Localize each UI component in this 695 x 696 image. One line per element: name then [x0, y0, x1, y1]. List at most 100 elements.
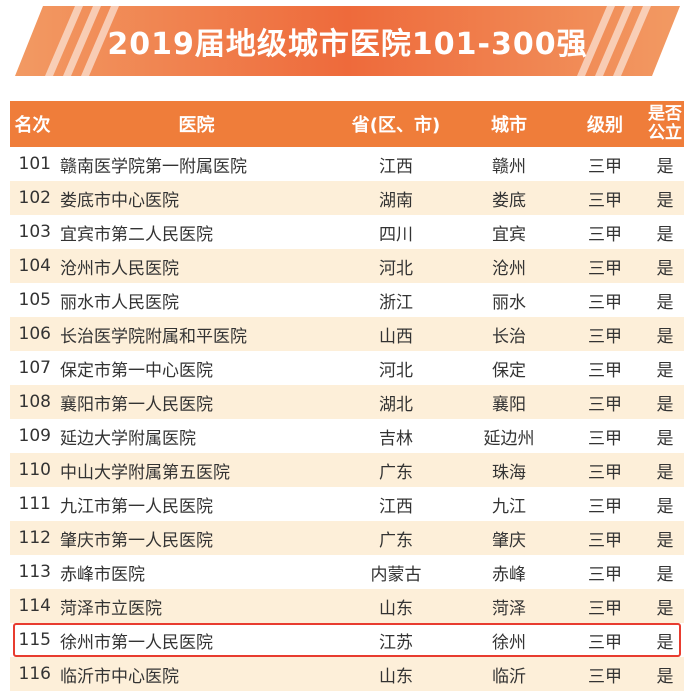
cell-city: 长治: [492, 326, 526, 347]
cell-hospital: 沧州市人民医院: [60, 258, 179, 279]
cell-province: 河北: [379, 258, 413, 279]
cell-province: 湖南: [379, 190, 413, 211]
cell-city: 肇庆: [492, 530, 526, 551]
cell-hospital: 赤峰市医院: [60, 564, 145, 585]
cell-city: 九江: [492, 496, 526, 517]
table-row: 108 襄阳市第一人民医院 湖北 襄阳 三甲 是: [10, 385, 684, 419]
cell-public: 是: [656, 190, 674, 211]
cell-city: 保定: [492, 360, 526, 381]
cell-hospital: 长治医学院附属和平医院: [60, 326, 247, 347]
cell-hospital: 丽水市人民医院: [60, 292, 179, 313]
cell-hospital: 娄底市中心医院: [60, 190, 179, 211]
cell-rank: 106: [18, 324, 51, 344]
table-row: 113 赤峰市医院 内蒙古 赤峰 三甲 是: [10, 555, 684, 589]
cell-province: 山西: [379, 326, 413, 347]
banner-background: [15, 6, 680, 76]
cell-rank: 102: [18, 188, 51, 208]
cell-public: 是: [656, 326, 674, 347]
cell-public: 是: [656, 360, 674, 381]
cell-rank: 107: [18, 358, 51, 378]
cell-rank: 113: [18, 562, 51, 582]
cell-province: 河北: [379, 360, 413, 381]
table-row: 106 长治医学院附属和平医院 山西 长治 三甲 是: [10, 317, 684, 351]
table-header: 名次 医院 省(区、市) 城市 级别 是否 公立: [10, 101, 684, 147]
cell-hospital: 临沂市中心医院: [60, 666, 179, 687]
cell-city: 沧州: [492, 258, 526, 279]
cell-city: 珠海: [492, 462, 526, 483]
cell-hospital: 襄阳市第一人民医院: [60, 394, 213, 415]
page-title: 2019届地级城市医院101-300强: [107, 27, 588, 62]
cell-city: 延边州: [483, 428, 535, 449]
cell-level: 三甲: [588, 360, 622, 381]
table-row: 103 宜宾市第二人民医院 四川 宜宾 三甲 是: [10, 215, 684, 249]
cell-province: 江西: [379, 156, 413, 177]
cell-city: 赣州: [492, 156, 526, 177]
cell-level: 三甲: [588, 326, 622, 347]
cell-rank: 103: [18, 222, 51, 242]
cell-city: 徐州: [492, 632, 526, 653]
cell-province: 山东: [379, 666, 413, 687]
cell-hospital: 赣南医学院第一附属医院: [60, 156, 247, 177]
table-row: 107 保定市第一中心医院 河北 保定 三甲 是: [10, 351, 684, 385]
cell-level: 三甲: [588, 190, 622, 211]
cell-public: 是: [656, 462, 674, 483]
header-rank: 名次: [14, 115, 51, 136]
cell-rank: 116: [18, 664, 51, 684]
cell-hospital: 延边大学附属医院: [60, 428, 196, 449]
table-row: 112 肇庆市第一人民医院 广东 肇庆 三甲 是: [10, 521, 684, 555]
header-public-line2: 公立: [648, 123, 682, 143]
cell-level: 三甲: [588, 224, 622, 245]
table-row: 111 九江市第一人民医院 江西 九江 三甲 是: [10, 487, 684, 521]
cell-province: 四川: [379, 224, 413, 245]
cell-province: 湖北: [379, 394, 413, 415]
title-banner: 2019届地级城市医院101-300强: [15, 6, 680, 76]
cell-city: 赤峰: [492, 564, 526, 585]
cell-level: 三甲: [588, 598, 622, 619]
cell-rank: 110: [18, 460, 51, 480]
cell-public: 是: [656, 224, 674, 245]
cell-public: 是: [656, 564, 674, 585]
cell-public: 是: [656, 292, 674, 313]
cell-rank: 114: [18, 596, 51, 616]
table-row: 109 延边大学附属医院 吉林 延边州 三甲 是: [10, 419, 684, 453]
cell-hospital: 肇庆市第一人民医院: [60, 530, 213, 551]
cell-hospital: 宜宾市第二人民医院: [60, 224, 213, 245]
table-row: 115 徐州市第一人民医院 江苏 徐州 三甲 是: [10, 623, 684, 657]
ranking-table: 名次 医院 省(区、市) 城市 级别 是否 公立 101 赣南医学院第一附属医院江…: [10, 101, 684, 691]
cell-public: 是: [656, 598, 674, 619]
cell-public: 是: [656, 428, 674, 449]
cell-city: 娄底: [492, 190, 526, 211]
header-public: 是否 公立: [646, 101, 684, 147]
header-hospital: 医院: [178, 115, 215, 136]
header-province: 省(区、市): [351, 115, 441, 136]
cell-public: 是: [656, 156, 674, 177]
cell-hospital: 中山大学附属第五医院: [60, 462, 230, 483]
cell-province: 广东: [379, 462, 413, 483]
cell-rank: 109: [18, 426, 51, 446]
cell-public: 是: [656, 394, 674, 415]
cell-hospital: 九江市第一人民医院: [60, 496, 213, 517]
cell-level: 三甲: [588, 564, 622, 585]
cell-level: 三甲: [588, 156, 622, 177]
table-body: 101 赣南医学院第一附属医院 江西 赣州 三甲是 102 娄底市中心医院 湖南 娄底 三甲是 10…: [10, 147, 684, 691]
cell-province: 浙江: [379, 292, 413, 313]
cell-rank: 104: [18, 256, 51, 276]
cell-hospital: 菏泽市立医院: [60, 598, 162, 619]
table-row: 110 中山大学附属第五医院 广东 珠海 三甲 是: [10, 453, 684, 487]
cell-city: 丽水: [492, 292, 526, 313]
cell-rank: 108: [18, 392, 51, 412]
cell-city: 襄阳: [492, 394, 526, 415]
cell-province: 江西: [379, 496, 413, 517]
header-city: 城市: [491, 115, 527, 136]
cell-rank: 112: [18, 528, 51, 548]
cell-province: 吉林: [379, 428, 413, 449]
cell-level: 三甲: [588, 258, 622, 279]
cell-province: 江苏: [379, 632, 413, 653]
header-level: 级别: [587, 115, 623, 136]
table-row: 101 赣南医学院第一附属医院 江西 赣州 三甲 是: [10, 147, 684, 181]
cell-level: 三甲: [588, 462, 622, 483]
cell-city: 菏泽: [492, 598, 526, 619]
table-row: 102 娄底市中心医院 湖南 娄底 三甲 是: [10, 181, 684, 215]
cell-level: 三甲: [588, 394, 622, 415]
cell-public: 是: [656, 632, 674, 653]
